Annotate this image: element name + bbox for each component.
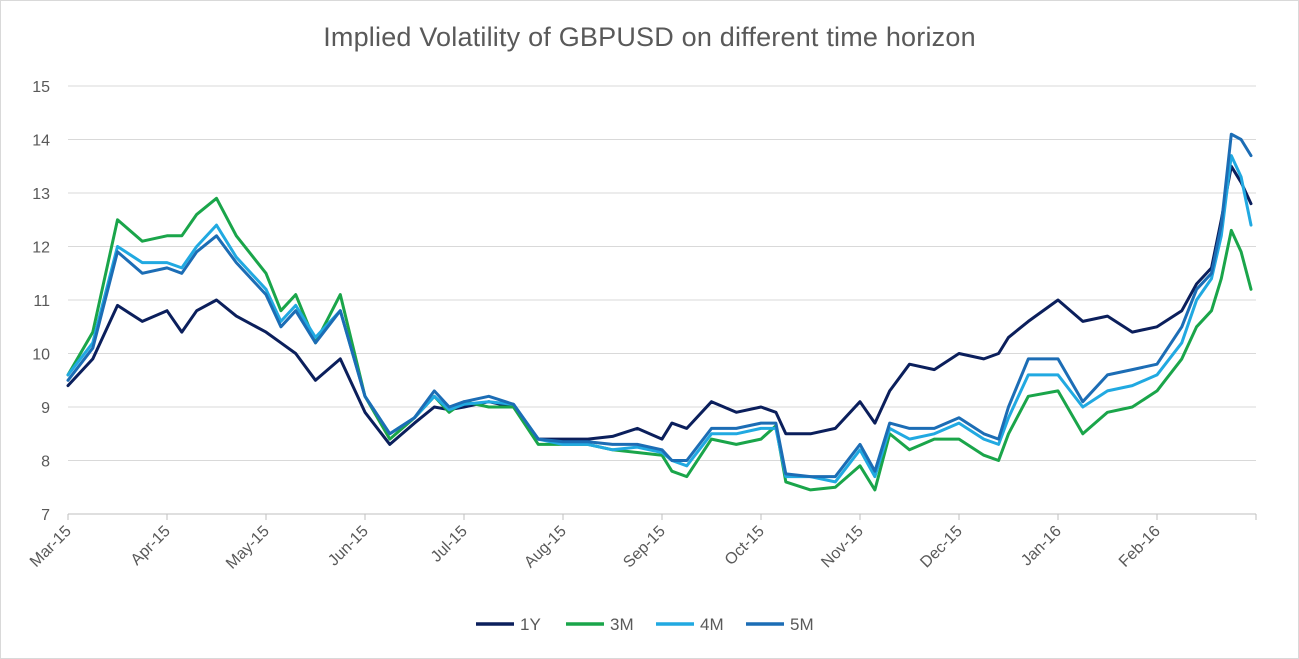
series-line-3M <box>66 196 1253 492</box>
chart-title: Implied Volatility of GBPUSD on differen… <box>323 22 976 52</box>
y-tick-label: 14 <box>32 133 50 150</box>
legend-label-3M: 3M <box>610 615 634 634</box>
y-tick-label: 7 <box>41 507 50 524</box>
y-tick-label: 10 <box>32 347 50 364</box>
x-tick-label: Feb-16 <box>1116 523 1164 571</box>
legend-label-4M: 4M <box>700 615 724 634</box>
legend-label-5M: 5M <box>790 615 814 634</box>
x-tick-label: Jun-15 <box>325 523 372 570</box>
x-tick-label: May-15 <box>223 523 273 573</box>
legend: 1Y 3M 4M 5M <box>476 615 814 634</box>
x-tick-label: Jul-15 <box>428 523 471 566</box>
x-tick-label: Nov-15 <box>818 523 867 572</box>
series-line-4M <box>66 154 1253 484</box>
y-tick-label: 13 <box>32 186 50 203</box>
x-tick-label: Jan-16 <box>1018 523 1065 570</box>
y-tick-label: 11 <box>33 293 50 310</box>
series-lines <box>66 132 1253 492</box>
series-line-1Y <box>66 164 1253 446</box>
y-tick-label: 8 <box>41 454 50 471</box>
x-tick-label: Dec-15 <box>917 523 966 572</box>
series-line-5M <box>66 132 1253 479</box>
x-axis: Mar-15 Apr-15 May-15 Jun-15 Jul-15 Aug-15 Sep-… <box>27 513 1257 573</box>
x-tick-label: Sep-15 <box>620 523 669 572</box>
legend-label-1Y: 1Y <box>520 615 541 634</box>
x-tick-label: Mar-15 <box>27 523 75 571</box>
x-tick-label: Apr-15 <box>128 523 174 569</box>
x-tick-label: Aug-15 <box>521 523 570 572</box>
y-tick-label: 9 <box>41 400 50 417</box>
x-tick-label: Oct-15 <box>722 523 768 569</box>
y-axis: 7 8 9 10 11 12 13 14 15 <box>32 79 50 524</box>
y-tick-label: 15 <box>32 79 50 96</box>
y-tick-label: 12 <box>32 240 50 257</box>
